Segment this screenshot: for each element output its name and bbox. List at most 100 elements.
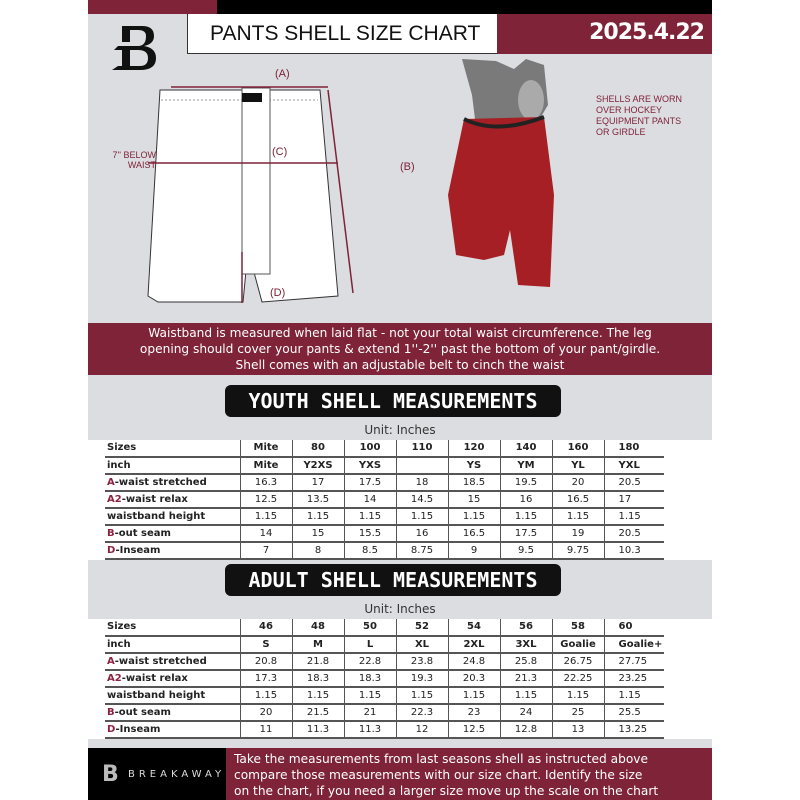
table-cell: 54 bbox=[447, 619, 500, 637]
table-cell: 17.3 bbox=[239, 670, 292, 688]
table-cell: 16.5 bbox=[447, 525, 500, 543]
table-cell: 20 bbox=[551, 474, 604, 492]
table-cell: 3XL bbox=[499, 636, 552, 654]
table-cell: 46 bbox=[239, 619, 292, 637]
table-cell: 14 bbox=[343, 491, 396, 509]
row-label-text: -waist stretched bbox=[114, 476, 207, 488]
table-cell: 9.75 bbox=[551, 542, 604, 560]
row-label-text: -waist relax bbox=[121, 672, 188, 684]
table-cell: 14.5 bbox=[395, 491, 448, 509]
table-cell: 23.25 bbox=[603, 670, 664, 688]
row-label: D-Inseam bbox=[105, 542, 240, 560]
table-cell: 1.15 bbox=[603, 508, 664, 526]
table-cell: 24.8 bbox=[447, 653, 500, 671]
row-label: B-out seam bbox=[105, 704, 240, 722]
row-label: B-out seam bbox=[105, 525, 240, 543]
adult-table: Sizes 46 48 50 52 54 56 58 60 inch S M L XL 2XL 3XL Goal… bbox=[88, 619, 712, 739]
table-cell: 180 bbox=[603, 440, 664, 458]
table-cell: YXS bbox=[343, 457, 396, 475]
row-label-text: -Inseam bbox=[115, 723, 161, 735]
note-line: SHELLS ARE WORN bbox=[596, 94, 683, 104]
table-cell: 15 bbox=[447, 491, 500, 509]
row-label: A2-waist relax bbox=[105, 670, 240, 688]
table-cell: 15.5 bbox=[343, 525, 396, 543]
table-row: waistband height 1.15 1.15 1.15 1.15 1.15 1.15… bbox=[105, 687, 664, 705]
table-cell: 100 bbox=[343, 440, 396, 458]
row-label: A-waist stretched bbox=[105, 653, 240, 671]
table-cell: 1.15 bbox=[447, 508, 500, 526]
table-cell: 1.15 bbox=[447, 687, 500, 705]
row-label: Sizes bbox=[105, 440, 240, 458]
table-cell: Goalie+ bbox=[603, 636, 664, 654]
measure-marker: A2 bbox=[107, 672, 122, 684]
table-cell: 24 bbox=[499, 704, 552, 722]
table-cell: 27.75 bbox=[603, 653, 664, 671]
row-label-text: -Inseam bbox=[115, 544, 161, 556]
label-c: (C) bbox=[272, 146, 288, 158]
banner-line: Shell comes with an adjustable belt to c… bbox=[235, 358, 565, 372]
measurement-instructions-banner: Waistband is measured when laid flat - n… bbox=[88, 323, 712, 375]
table-cell: 25.5 bbox=[603, 704, 664, 722]
row-label-text: Sizes bbox=[107, 621, 137, 632]
table-cell: 15 bbox=[291, 525, 344, 543]
table-cell: 1.15 bbox=[499, 687, 552, 705]
footer-brand: B BREAKAWAY bbox=[88, 748, 226, 800]
table-cell: 10.3 bbox=[603, 542, 664, 560]
date-badge: 2025.4.22 bbox=[497, 14, 712, 54]
table-cell: 60 bbox=[603, 619, 664, 637]
table-cell: 1.15 bbox=[239, 508, 292, 526]
table-cell: 13 bbox=[551, 721, 604, 739]
table-cell: 18.3 bbox=[291, 670, 344, 688]
table-cell: Mite bbox=[239, 457, 292, 475]
brand-logo-icon: B bbox=[102, 762, 119, 787]
row-label: A-waist stretched bbox=[105, 474, 240, 492]
table-cell: YM bbox=[499, 457, 552, 475]
table-cell: L bbox=[343, 636, 396, 654]
row-label-text: -out seam bbox=[114, 527, 171, 539]
table-cell: 1.15 bbox=[343, 687, 396, 705]
youth-unit-label: Unit: Inches bbox=[364, 423, 436, 437]
table-cell: 2XL bbox=[447, 636, 500, 654]
row-label-text: waistband height bbox=[107, 689, 206, 701]
measure-marker: B bbox=[107, 527, 115, 539]
table-cell: 12.8 bbox=[499, 721, 552, 739]
table-cell: 25 bbox=[551, 704, 604, 722]
table-row: inch S M L XL 2XL 3XL Goalie Goalie+ bbox=[105, 636, 664, 654]
table-cell: 14 bbox=[239, 525, 292, 543]
table-cell: 20.5 bbox=[603, 474, 664, 492]
table-cell: 9 bbox=[447, 542, 500, 560]
table-row: waistband height 1.15 1.15 1.15 1.15 1.15 1.15… bbox=[105, 508, 664, 526]
table-cell: M bbox=[291, 636, 344, 654]
table-cell: 19.5 bbox=[499, 474, 552, 492]
footer-instructions: Take the measurements from last seasons … bbox=[226, 748, 712, 800]
top-bar-accent bbox=[88, 0, 217, 14]
table-cell: YXL bbox=[603, 457, 664, 475]
table-cell: 8.5 bbox=[343, 542, 396, 560]
table-cell: 1.15 bbox=[395, 508, 448, 526]
table-row: B-out seam 14 15 15.5 16 16.5 17.5 19 20.5 bbox=[105, 525, 664, 543]
row-label: inch bbox=[105, 457, 240, 475]
table-cell: 1.15 bbox=[551, 508, 604, 526]
table-cell: 48 bbox=[291, 619, 344, 637]
measure-marker: D bbox=[107, 723, 116, 735]
table-cell: 22.3 bbox=[395, 704, 448, 722]
table-cell: 16 bbox=[395, 525, 448, 543]
footer-line: Take the measurements from last seasons … bbox=[234, 752, 649, 766]
table-cell: 23 bbox=[447, 704, 500, 722]
page-title: PANTS SHELL SIZE CHART bbox=[187, 14, 497, 54]
table-cell: 120 bbox=[447, 440, 500, 458]
row-label-text: -waist stretched bbox=[114, 655, 207, 667]
table-cell: 58 bbox=[551, 619, 604, 637]
table-cell: 17.5 bbox=[343, 474, 396, 492]
note-line: WAIST bbox=[127, 160, 156, 170]
note-line: OVER HOCKEY bbox=[596, 105, 663, 115]
note-line: OR GIRDLE bbox=[596, 127, 646, 137]
below-waist-note: 7'' BELOW WAIST bbox=[96, 150, 156, 170]
table-cell: 17 bbox=[291, 474, 344, 492]
table-cell: 21.3 bbox=[499, 670, 552, 688]
brand-logo-icon bbox=[112, 26, 156, 70]
table-cell: 17.5 bbox=[499, 525, 552, 543]
table-row: Sizes Mite 80 100 110 120 140 160 180 bbox=[105, 440, 664, 458]
table-cell: 8 bbox=[291, 542, 344, 560]
adult-unit-label: Unit: Inches bbox=[364, 602, 436, 616]
